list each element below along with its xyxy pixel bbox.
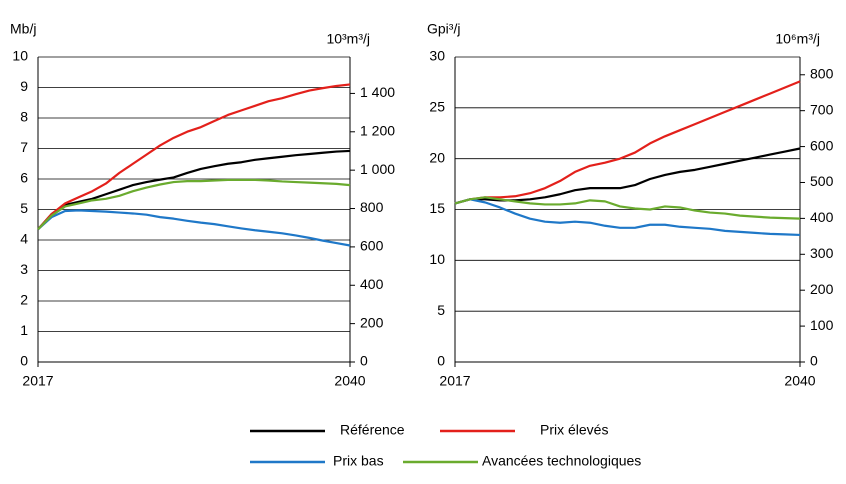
line-series: [454, 198, 801, 237]
y2-tick-label: 200: [810, 281, 834, 297]
line-series: [37, 209, 351, 247]
line-series: [454, 196, 801, 220]
y2-axis-label: 10⁶m³/j: [775, 31, 820, 47]
legend-label: Référence: [340, 422, 405, 438]
y-tick-label: 25: [429, 99, 445, 115]
y-tick-label: 5: [437, 302, 445, 318]
y-tick-label: 9: [20, 78, 28, 94]
y-tick-label: 6: [20, 170, 28, 186]
y-tick-label: 5: [20, 200, 28, 216]
legend-label: Avancées technologiques: [482, 453, 641, 469]
y2-tick-label: 400: [810, 209, 834, 225]
y-tick-label: 15: [429, 200, 445, 216]
y2-tick-label: 500: [810, 173, 834, 189]
x-tick-label: 2017: [439, 373, 470, 389]
y-tick-label: 3: [20, 261, 28, 277]
line-series: [37, 149, 351, 231]
y-tick-label: 10: [429, 251, 445, 267]
y-tick-label: 2: [20, 292, 28, 308]
x-tick-label: 2040: [334, 373, 365, 389]
y2-tick-label: 1 400: [360, 84, 395, 100]
x-tick-label: 2040: [784, 373, 815, 389]
y2-tick-label: 300: [810, 245, 834, 261]
y2-tick-label: 100: [810, 317, 834, 333]
line-series: [37, 83, 351, 231]
y2-tick-label: 600: [360, 238, 384, 254]
line-series: [454, 80, 801, 205]
y2-axis-label: 10³m³/j: [326, 31, 370, 47]
y-tick-label: 10: [12, 48, 28, 64]
y2-tick-label: 0: [360, 353, 368, 369]
y2-tick-label: 0: [810, 353, 818, 369]
y2-tick-label: 1 200: [360, 122, 395, 138]
y2-tick-label: 800: [360, 199, 384, 215]
legend-label: Prix bas: [333, 453, 384, 469]
y-tick-label: 8: [20, 109, 28, 125]
y2-tick-label: 800: [810, 65, 834, 81]
y-tick-label: 1: [20, 322, 28, 338]
x-tick-label: 2017: [22, 373, 53, 389]
y2-tick-label: 400: [360, 276, 384, 292]
y-axis-label: Mb/j: [10, 21, 36, 37]
y-tick-label: 4: [20, 231, 28, 247]
y-tick-label: 0: [437, 353, 445, 369]
y2-tick-label: 600: [810, 137, 834, 153]
y2-tick-label: 200: [360, 314, 384, 330]
y-tick-label: 30: [429, 48, 445, 64]
y-tick-label: 0: [20, 353, 28, 369]
y2-tick-label: 700: [810, 101, 834, 117]
y2-tick-label: 1 000: [360, 161, 395, 177]
line-series: [37, 178, 351, 231]
y-tick-label: 7: [20, 139, 28, 155]
y-tick-label: 20: [429, 149, 445, 165]
y-axis-label: Gpi³/j: [427, 21, 460, 37]
legend-label: Prix élevés: [540, 422, 608, 438]
